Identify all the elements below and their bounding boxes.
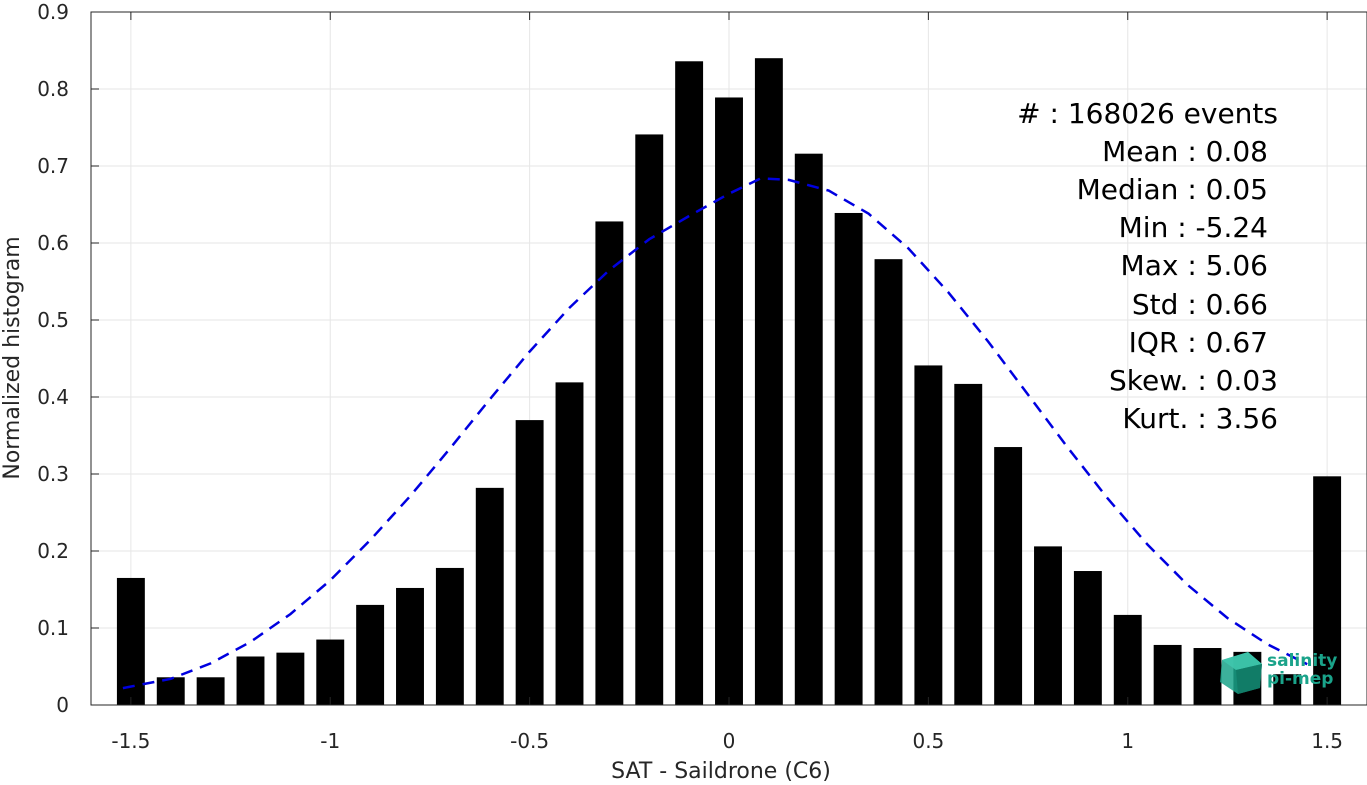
histogram-bar (236, 656, 265, 705)
histogram-bar (435, 567, 464, 705)
histogram-bar (754, 58, 783, 705)
stat-max: Max : 5.06 (1121, 249, 1268, 282)
stat-iqr: IQR : 0.67 (1129, 326, 1268, 359)
stat-mean: Mean : 0.08 (1102, 135, 1268, 168)
histogram-bar (1113, 614, 1142, 705)
stat-std: Std : 0.66 (1132, 288, 1268, 321)
histogram-bar (1313, 476, 1342, 705)
x-axis-title: SAT - Saildrone (C6) (611, 759, 831, 784)
histogram-bar (794, 153, 823, 705)
histogram-bar (834, 212, 863, 705)
logo-cube-icon (1220, 652, 1262, 694)
y-tick-label: 0.1 (37, 616, 69, 640)
logo-line-1: salinity (1267, 651, 1337, 671)
histogram-bar (954, 383, 983, 705)
normal-fit-curve (122, 177, 1308, 690)
x-tick-label: -0.5 (510, 729, 549, 753)
histogram-bar (635, 134, 664, 705)
y-tick-label: 0.3 (37, 462, 69, 486)
logo-line-2: pi-mep (1267, 669, 1333, 689)
histogram-bar (595, 221, 624, 705)
histogram-bar (356, 604, 385, 705)
histogram-bar (994, 447, 1023, 705)
y-axis-title: Normalized histogram (0, 236, 25, 479)
histogram-bar (1034, 546, 1062, 705)
stat-min: Min : -5.24 (1119, 211, 1268, 244)
y-tick-label: 0.8 (37, 77, 69, 101)
histogram-bars (116, 58, 1342, 706)
y-tick-label: 0.6 (37, 231, 69, 255)
x-tick-label: -1 (320, 729, 340, 753)
histogram-bar (914, 365, 943, 705)
axis-ticks: -1.5 -1 -0.5 0 0.5 1 1.5 0 0.1 0.2 0.3 0.4 0.5 0.6 0.7… (37, 0, 1343, 753)
histogram-bar (515, 420, 544, 705)
y-tick-label: 0.4 (37, 385, 69, 409)
statistics-annotation: # : 168026 events Mean : 0.08 Median : 0… (1017, 97, 1278, 435)
y-tick-label: 0.5 (37, 308, 69, 332)
y-tick-label: 0.9 (37, 0, 69, 24)
histogram-bar (555, 382, 584, 705)
x-tick-label: 0 (723, 729, 736, 753)
stat-kurt: Kurt. : 3.56 (1122, 402, 1278, 435)
x-tick-label: -1.5 (111, 729, 150, 753)
x-tick-label: 1 (1121, 729, 1134, 753)
histogram-bar (874, 259, 903, 705)
stat-skew: Skew. : 0.03 (1109, 364, 1278, 397)
y-tick-label: 0.7 (37, 154, 69, 178)
histogram-bar (1193, 648, 1222, 705)
stat-events: # : 168026 events (1017, 97, 1278, 130)
stat-median: Median : 0.05 (1077, 173, 1268, 206)
histogram-bar (196, 677, 225, 705)
histogram-bar (156, 677, 185, 705)
x-tick-label: 1.5 (1311, 729, 1343, 753)
histogram-bar (1153, 644, 1182, 705)
histogram-bar (116, 577, 145, 705)
histogram-bar (475, 487, 504, 705)
histogram-bar (276, 652, 305, 705)
histogram-bar (675, 61, 704, 705)
y-tick-label: 0 (56, 693, 69, 717)
histogram-bar (1073, 571, 1102, 705)
x-tick-label: 0.5 (912, 729, 944, 753)
histogram-bar (316, 639, 345, 705)
y-tick-label: 0.2 (37, 539, 69, 563)
logo: salinity pi-mep (1220, 651, 1337, 694)
histogram-bar (1273, 674, 1302, 705)
histogram-bar (396, 587, 424, 705)
